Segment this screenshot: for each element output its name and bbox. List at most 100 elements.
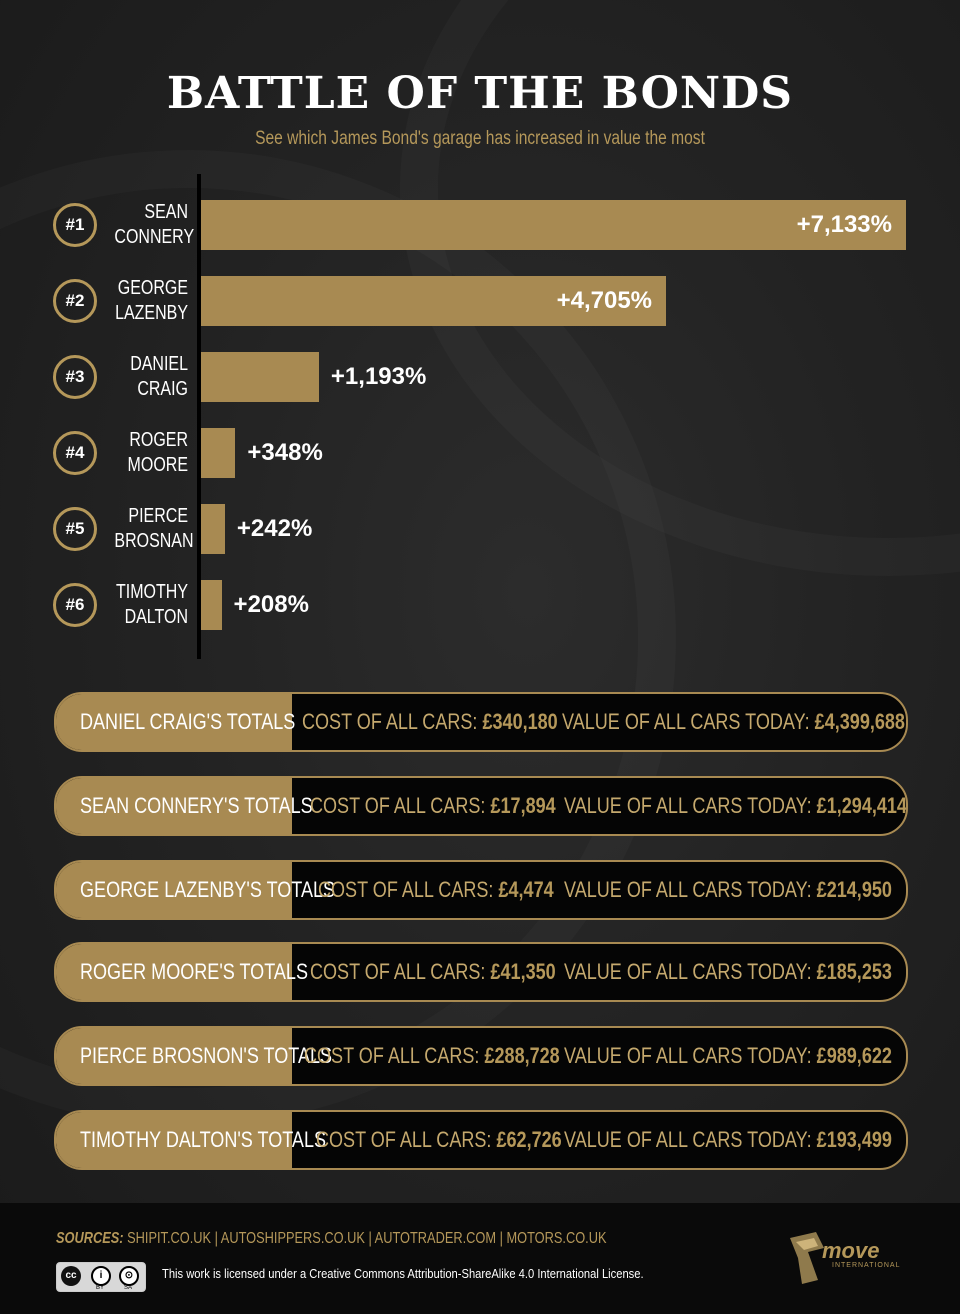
- bar-value-label: +348%: [247, 439, 323, 466]
- rank-badge: #1: [53, 203, 97, 247]
- bond-name-label: TIMOTHY DALTON: [114, 580, 188, 630]
- cost-label: COST OF ALL CARS:: [318, 877, 494, 902]
- chart-axis-line: [197, 174, 201, 659]
- bar: [201, 200, 906, 250]
- totals-label: SEAN CONNERY'S TOTALS: [56, 778, 313, 834]
- cost-value: £288,728: [484, 1043, 560, 1068]
- value-today-text: VALUE OF ALL CARS TODAY: £214,950: [564, 862, 892, 918]
- bond-name-label: SEAN CONNERY: [114, 200, 195, 250]
- cost-label: COST OF ALL CARS:: [310, 793, 486, 818]
- bond-name-label: DANIEL CRAIG: [114, 352, 188, 402]
- totals-label-text: SEAN CONNERY'S TOTALS: [80, 793, 313, 818]
- bond-name-line: BROSNAN: [114, 530, 194, 552]
- bond-name-label: PIERCE BROSNAN: [114, 504, 194, 554]
- totals-label-text: PIERCE BROSNON'S TOTALS: [80, 1043, 333, 1068]
- sources-line: SOURCES: SHIPIT.CO.UK | AUTOSHIPPERS.CO.…: [56, 1230, 607, 1248]
- value-today-text: VALUE OF ALL CARS TODAY: £4,399,688: [562, 694, 905, 750]
- bond-name-line: PIERCE: [128, 505, 188, 527]
- value-today-amount: £193,499: [816, 1127, 892, 1152]
- cost-label: COST OF ALL CARS:: [302, 709, 478, 734]
- totals-row: GEORGE LAZENBY'S TOTALS COST OF ALL CARS:…: [54, 860, 908, 920]
- value-today-text: VALUE OF ALL CARS TODAY: £193,499: [564, 1112, 892, 1168]
- by-text: BY: [96, 1285, 105, 1291]
- totals-label: PIERCE BROSNON'S TOTALS: [56, 1028, 332, 1084]
- bar-value-label: +208%: [233, 591, 309, 618]
- cost-text: COST OF ALL CARS: £4,474: [318, 862, 554, 918]
- bond-name-line: SEAN: [144, 201, 188, 223]
- value-today-label: VALUE OF ALL CARS TODAY:: [564, 1127, 812, 1152]
- cc-license-badge[interactable]: cc i ⊙ BY SA: [56, 1262, 146, 1292]
- value-today-label: VALUE OF ALL CARS TODAY:: [564, 877, 812, 902]
- move-international-logo: move INTERNATIONAL: [788, 1228, 908, 1288]
- totals-label: TIMOTHY DALTON'S TOTALS: [56, 1112, 326, 1168]
- logo-swoosh-icon: [790, 1232, 824, 1284]
- cost-value: £340,180: [482, 709, 558, 734]
- rank-badge: #2: [53, 279, 97, 323]
- bar: [201, 504, 225, 554]
- bar: [201, 428, 236, 478]
- page-title: BATTLE OF THE BONDS: [166, 68, 794, 119]
- totals-label-text: ROGER MOORE'S TOTALS: [80, 959, 308, 984]
- cost-label: COST OF ALL CARS:: [316, 1127, 492, 1152]
- bond-name-line: LAZENBY: [115, 302, 188, 324]
- bar-value-label: +1,193%: [330, 363, 427, 390]
- totals-row: SEAN CONNERY'S TOTALS COST OF ALL CARS: £…: [54, 776, 908, 836]
- sources-label: SOURCES:: [56, 1230, 124, 1247]
- totals-label: DANIEL CRAIG'S TOTALS: [56, 694, 296, 750]
- cc-icon: cc: [61, 1266, 81, 1286]
- bond-name-line: MOORE: [127, 454, 188, 476]
- cost-label: COST OF ALL CARS:: [304, 1043, 480, 1068]
- value-today-amount: £185,253: [816, 959, 892, 984]
- sa-text: SA: [124, 1285, 133, 1291]
- totals-row: ROGER MOORE'S TOTALS COST OF ALL CARS: £4…: [54, 942, 908, 1002]
- rank-badge: #4: [53, 431, 97, 475]
- bond-name-line: TIMOTHY: [116, 581, 188, 603]
- value-today-amount: £214,950: [816, 877, 892, 902]
- cost-value: £4,474: [498, 877, 554, 902]
- value-today-text: VALUE OF ALL CARS TODAY: £989,622: [564, 1028, 892, 1084]
- cost-text: COST OF ALL CARS: £41,350: [310, 944, 556, 1000]
- cost-text: COST OF ALL CARS: £288,728: [304, 1028, 560, 1084]
- value-today-amount: £1,294,414: [816, 793, 907, 818]
- bond-name-line: DALTON: [124, 606, 188, 628]
- totals-row: TIMOTHY DALTON'S TOTALS COST OF ALL CARS:…: [54, 1110, 908, 1170]
- totals-label: ROGER MOORE'S TOTALS: [56, 944, 308, 1000]
- bar: [201, 580, 222, 630]
- bond-name-label: GEORGE LAZENBY: [114, 276, 188, 326]
- bond-name-line: GEORGE: [117, 277, 188, 299]
- by-icon: i: [91, 1266, 111, 1286]
- value-today-text: VALUE OF ALL CARS TODAY: £1,294,414: [564, 778, 907, 834]
- totals-label-text: DANIEL CRAIG'S TOTALS: [80, 709, 296, 734]
- value-today-label: VALUE OF ALL CARS TODAY:: [564, 1043, 812, 1068]
- bond-name-line: DANIEL: [130, 353, 188, 375]
- bond-name-line: ROGER: [129, 429, 188, 451]
- rank-badge: #5: [53, 507, 97, 551]
- logo-text: move: [822, 1238, 880, 1263]
- rank-badge: #6: [53, 583, 97, 627]
- license-text: This work is licensed under a Creative C…: [162, 1266, 644, 1281]
- totals-label: GEORGE LAZENBY'S TOTALS: [56, 862, 335, 918]
- cost-text: COST OF ALL CARS: £62,726: [316, 1112, 562, 1168]
- bond-name-line: CONNERY: [114, 226, 195, 248]
- value-today-label: VALUE OF ALL CARS TODAY:: [564, 793, 812, 818]
- cost-value: £17,894: [490, 793, 556, 818]
- sources-list: SHIPIT.CO.UK | AUTOSHIPPERS.CO.UK | AUTO…: [127, 1230, 607, 1247]
- cost-value: £41,350: [490, 959, 556, 984]
- value-today-amount: £989,622: [816, 1043, 892, 1068]
- bar-value-label: +4,705%: [556, 287, 653, 314]
- totals-label-text: TIMOTHY DALTON'S TOTALS: [80, 1127, 327, 1152]
- cost-label: COST OF ALL CARS:: [310, 959, 486, 984]
- cost-text: COST OF ALL CARS: £340,180: [302, 694, 558, 750]
- bond-name-label: ROGER MOORE: [114, 428, 188, 478]
- value-today-text: VALUE OF ALL CARS TODAY: £185,253: [564, 944, 892, 1000]
- cost-value: £62,726: [496, 1127, 562, 1152]
- bar-value-label: +242%: [236, 515, 313, 542]
- page-subtitle: See which James Bond's garage has increa…: [255, 128, 705, 149]
- totals-row: PIERCE BROSNON'S TOTALS COST OF ALL CARS:…: [54, 1026, 908, 1086]
- logo-subtext: INTERNATIONAL: [832, 1262, 901, 1269]
- bar-value-label: +7,133%: [796, 211, 892, 238]
- sa-icon: ⊙: [119, 1266, 139, 1286]
- totals-row: DANIEL CRAIG'S TOTALS COST OF ALL CARS: £…: [54, 692, 908, 752]
- cost-text: COST OF ALL CARS: £17,894: [310, 778, 556, 834]
- bar: [201, 276, 667, 326]
